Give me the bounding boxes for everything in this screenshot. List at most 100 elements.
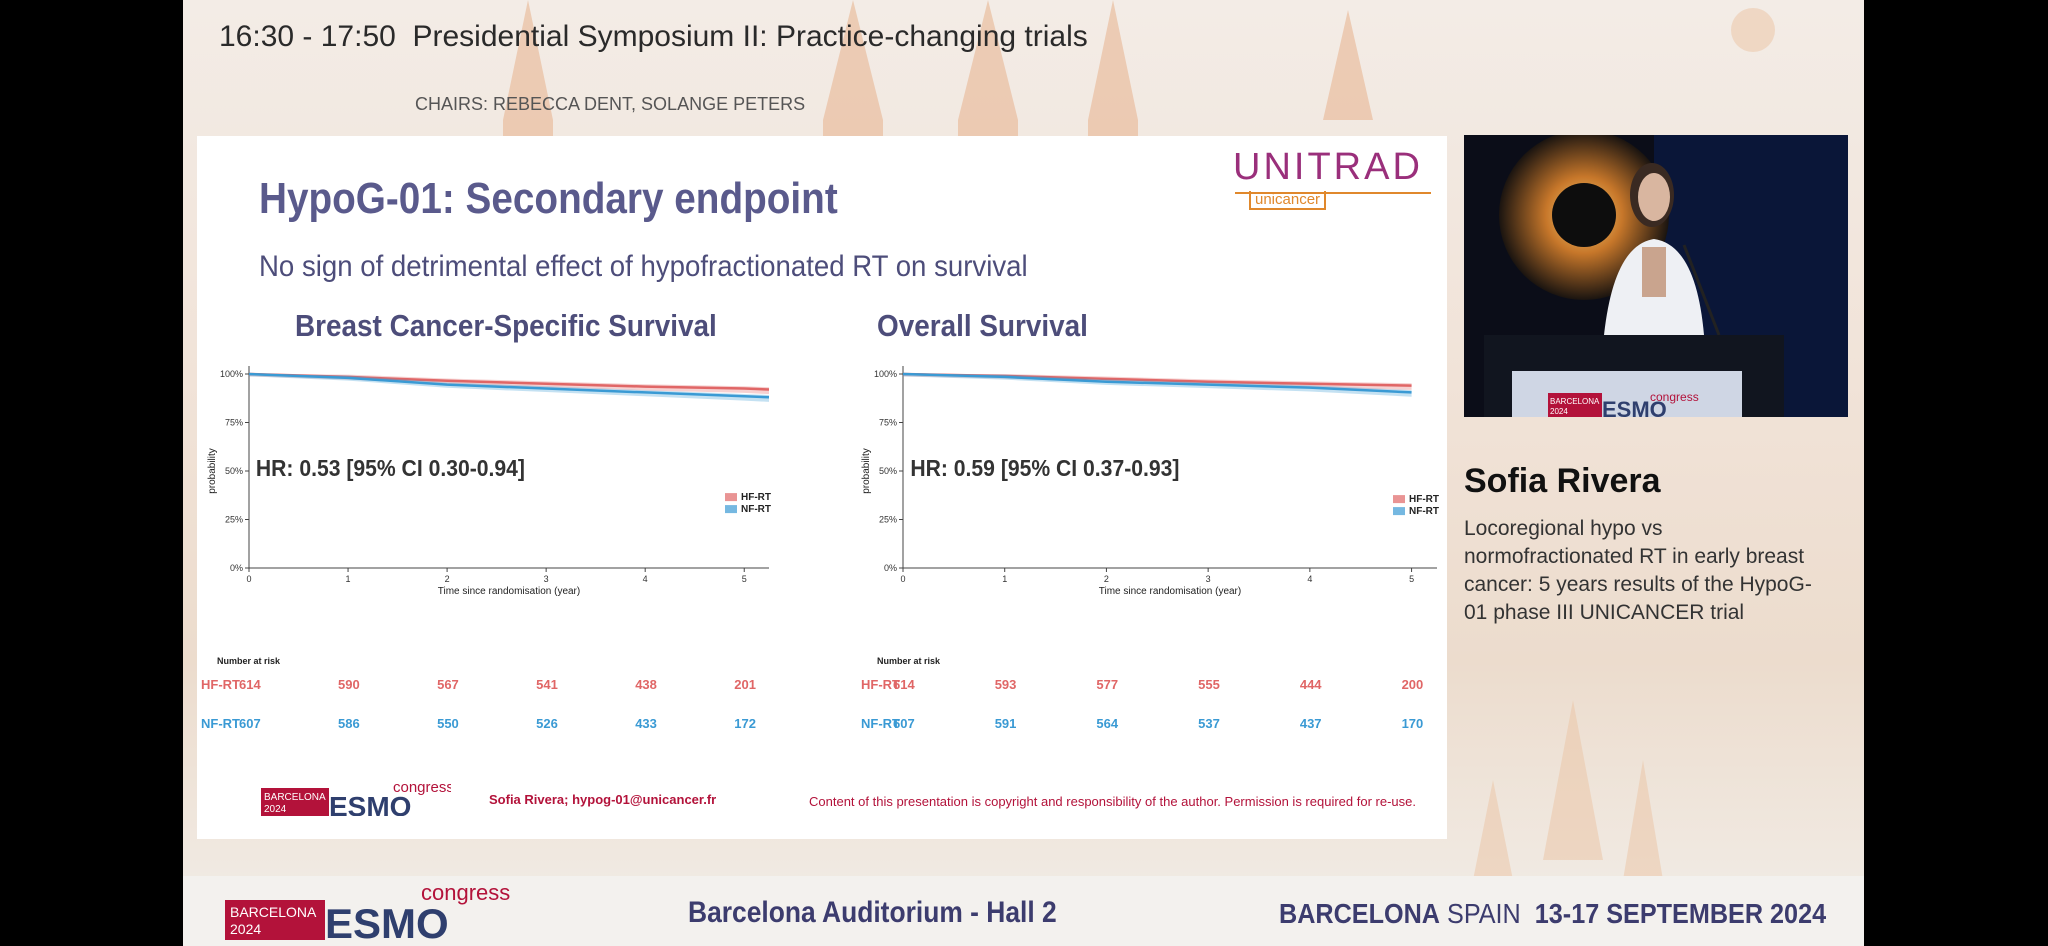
risk-table-heading-os: Number at risk <box>877 656 941 666</box>
risk-row-nf-bcss: NF-RT 607 586 550 526 433 172 <box>197 716 797 734</box>
slide-esmo-year: 2024 <box>264 804 287 815</box>
risk-row-label: NF-RT <box>861 716 900 731</box>
risk-value: 550 <box>437 716 459 731</box>
x-tick-label: 0 <box>246 574 251 584</box>
footer-esmo-congress-logo: BARCELONA 2024 ESMO congress <box>225 880 510 940</box>
risk-value: 172 <box>734 716 756 731</box>
footer-bar: BARCELONA 2024 ESMO congress Barcelona A… <box>183 876 1864 946</box>
y-tick-label: 25% <box>879 515 897 525</box>
presentation-slide: HypoG-01: Secondary endpoint No sign of … <box>197 136 1447 839</box>
slide-author-contact: Sofia Rivera; hypog-01@unicancer.fr <box>489 792 717 807</box>
chart-title-bcss: Breast Cancer-Specific Survival <box>295 308 717 343</box>
risk-value: 607 <box>239 716 261 731</box>
session-title: Presidential Symposium II: Practice-chan… <box>412 20 1088 53</box>
series-ci-band-nf-rt <box>903 374 1412 397</box>
session-time: 16:30 - 17:50 <box>219 20 396 53</box>
risk-row-nf-os: NF-RT 607 591 564 537 437 170 <box>857 716 1447 734</box>
risk-row-label: HF-RT <box>201 677 240 692</box>
risk-value: 577 <box>1096 677 1119 692</box>
talk-title: Locoregional hypo vs normofractionated R… <box>1464 517 1812 624</box>
speaker-video-feed: BARCELONA 2024 ESMO congress <box>1464 135 1848 417</box>
hazard-ratio-annotation: HR: 0.59 [95% CI 0.37-0.93] <box>910 455 1179 481</box>
risk-row-label: HF-RT <box>861 677 900 692</box>
risk-value: 564 <box>1096 716 1119 731</box>
km-chart-bcss: 0% 25% 50% 75% 100% 0 1 2 3 4 5 Time since randomis… <box>207 366 771 597</box>
risk-row-hf-os: HF-RT 614 593 577 555 444 200 <box>857 677 1447 695</box>
risk-value: 537 <box>1198 716 1220 731</box>
podium-esmo-congress: congress <box>1650 390 1699 404</box>
footer-esmo-city: BARCELONA <box>230 904 317 920</box>
risk-table-heading-bcss: Number at risk <box>217 656 281 666</box>
x-tick-label: 5 <box>1409 574 1414 584</box>
legend-swatch-nf-rt <box>1393 507 1405 516</box>
unicancer-logo: unicancer <box>1249 191 1327 210</box>
x-tick-label: 4 <box>643 574 648 584</box>
legend-label-nf-rt: NF-RT <box>741 504 771 515</box>
legend-swatch-hf-rt <box>725 493 737 502</box>
footer-esmo-name: ESMO <box>325 900 449 940</box>
venue-label: Barcelona Auditorium - Hall 2 <box>688 896 1057 929</box>
speaker-name: Sofia Rivera <box>1464 462 1661 500</box>
risk-value: 614 <box>239 677 261 692</box>
footer-esmo-congress: congress <box>421 880 510 905</box>
session-heading: 16:30 - 17:50 Presidential Symposium II:… <box>219 20 1088 54</box>
risk-row-label: NF-RT <box>201 716 240 731</box>
podium-esmo-name: ESMO <box>1602 397 1667 417</box>
km-chart-os: 0% 25% 50% 75% 100% 0 1 2 3 4 5 Time since randomis… <box>861 366 1439 597</box>
legend-label-hf-rt: HF-RT <box>741 492 771 503</box>
slide-esmo-city: BARCELONA <box>264 792 326 803</box>
risk-value: 526 <box>536 716 558 731</box>
risk-value: 555 <box>1198 677 1220 692</box>
unitrad-logo: UNITRAD <box>1233 146 1423 188</box>
risk-value: 591 <box>994 716 1017 731</box>
risk-value: 438 <box>635 677 657 692</box>
slide-subtitle: No sign of detrimental effect of hypofra… <box>259 250 1028 283</box>
slide-copyright-notice: Content of this presentation is copyrigh… <box>809 794 1416 809</box>
speaker-video-image: BARCELONA 2024 ESMO congress <box>1464 135 1848 417</box>
risk-value: 607 <box>893 716 915 731</box>
legend-label-nf-rt: NF-RT <box>1409 506 1439 517</box>
unitrad-logo-rule <box>1235 192 1431 194</box>
x-tick-label: 3 <box>544 574 549 584</box>
risk-value: 586 <box>338 716 360 731</box>
chart-title-os: Overall Survival <box>877 308 1088 343</box>
x-tick-label: 1 <box>1002 574 1007 584</box>
slide-esmo-congress: congress <box>393 779 451 796</box>
risk-row-hf-bcss: HF-RT 614 590 567 541 438 201 <box>197 677 797 695</box>
x-tick-label: 1 <box>346 574 351 584</box>
y-tick-label: 50% <box>879 466 897 476</box>
x-axis-label: Time since randomisation (year) <box>438 586 580 597</box>
legend-swatch-nf-rt <box>725 505 737 514</box>
podium-esmo-city: BARCELONA <box>1550 397 1600 406</box>
series-line-nf-rt <box>902 372 1412 394</box>
risk-value: 444 <box>1299 677 1322 692</box>
series-line-nf-rt <box>248 372 770 399</box>
event-dates: 13-17 SEPTEMBER 2024 <box>1534 898 1827 929</box>
risk-value: 567 <box>437 677 459 692</box>
y-tick-label: 25% <box>225 515 243 525</box>
hazard-ratio-annotation: HR: 0.53 [95% CI 0.30-0.94] <box>256 455 525 481</box>
risk-value: 590 <box>338 677 360 692</box>
risk-value: 614 <box>893 677 915 692</box>
y-tick-label: 0% <box>884 563 897 573</box>
risk-value: 201 <box>734 677 756 692</box>
location-country: SPAIN <box>1447 898 1521 929</box>
x-tick-label: 0 <box>900 574 905 584</box>
y-tick-label: 100% <box>220 369 243 379</box>
x-tick-label: 3 <box>1206 574 1211 584</box>
slide-title: HypoG-01: Secondary endpoint <box>259 174 838 223</box>
legend-label-hf-rt: HF-RT <box>1409 494 1439 505</box>
y-axis-label: probability <box>207 448 218 494</box>
slide-esmo-name: ESMO <box>329 791 411 816</box>
x-tick-label: 2 <box>445 574 450 584</box>
session-chairs: CHAIRS: REBECCA DENT, SOLANGE PETERS <box>415 94 806 114</box>
podium-esmo-year: 2024 <box>1550 407 1568 416</box>
risk-value: 541 <box>536 677 558 692</box>
y-tick-label: 50% <box>225 466 243 476</box>
x-tick-label: 2 <box>1104 574 1109 584</box>
x-tick-label: 5 <box>742 574 747 584</box>
risk-value: 437 <box>1299 716 1322 731</box>
x-axis-label: Time since randomisation (year) <box>1099 586 1241 597</box>
location-city: BARCELONA <box>1279 898 1441 929</box>
slide-esmo-congress-logo: BARCELONA 2024 ESMO congress <box>261 779 451 816</box>
